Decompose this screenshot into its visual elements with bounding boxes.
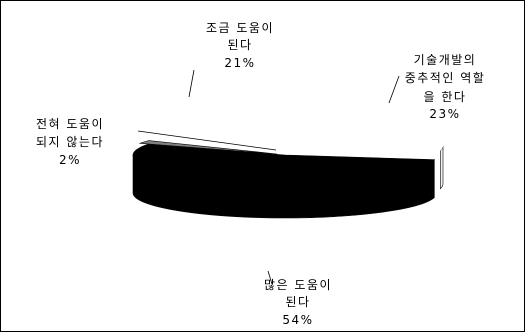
slice-label-small-help: 조금 도움이 된다 21%: [206, 21, 274, 70]
slice-much-help: [132, 144, 436, 181]
label-small-help-line1: 조금 도움이: [206, 21, 274, 35]
label-no-help-pct: 2%: [59, 153, 81, 167]
slice-label-core-role: 기술개발의 중추적인 역할 을 한다 23%: [405, 53, 486, 121]
slice-label-no-help: 전혀 도움이 되지 않는다 2%: [36, 117, 104, 167]
label-small-help-pct: 21%: [224, 56, 255, 70]
slice-core-role-side: [440, 145, 444, 190]
label-core-role-line2: 중추적인 역할: [405, 71, 486, 85]
label-small-help-line2: 된다: [227, 38, 252, 52]
leader-line-small-help: [188, 69, 195, 98]
leader-line-much-help: [267, 270, 273, 285]
leader-line-core-role: [388, 75, 400, 104]
label-core-role-pct: 23%: [429, 107, 460, 121]
label-core-role-line3: 을 한다: [424, 90, 467, 104]
label-no-help-line2: 되지 않는다: [36, 135, 104, 149]
leader-lines: [137, 69, 400, 285]
slice-label-much-help: 많은 도움이 된다 54%: [264, 278, 332, 327]
leader-line-no-help: [137, 130, 277, 151]
slice-small-help: [154, 123, 330, 148]
label-no-help-line1: 전혀 도움이: [36, 117, 104, 131]
label-much-help-pct: 54%: [282, 313, 313, 327]
label-core-role-line1: 기술개발의: [414, 53, 477, 67]
label-much-help-line2: 된다: [285, 295, 310, 309]
slice-core-role: [291, 122, 444, 151]
slice-no-help: [139, 140, 278, 155]
label-much-help-line1: 많은 도움이: [264, 278, 332, 292]
